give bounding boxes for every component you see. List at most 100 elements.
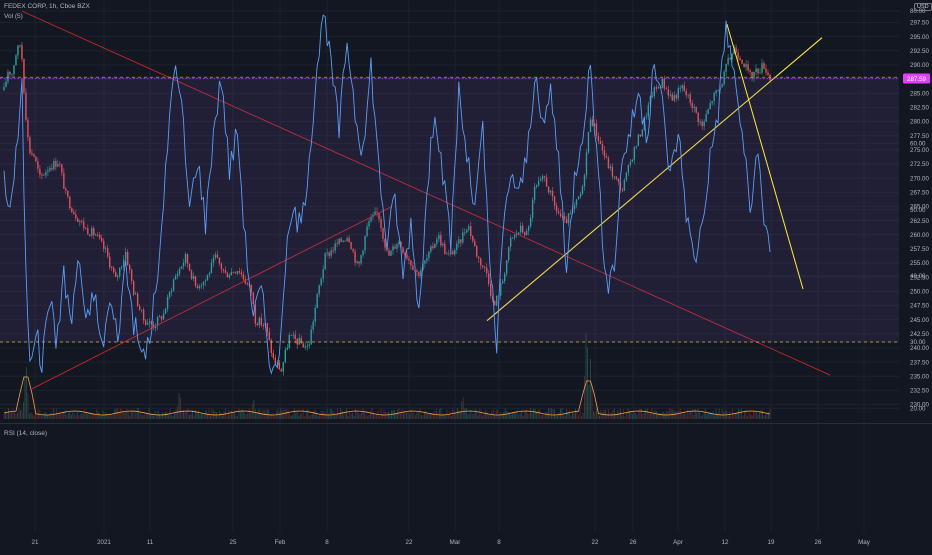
candle-body: [478, 256, 480, 259]
candle-body: [436, 239, 438, 244]
volume-bar: [389, 413, 391, 419]
volume-bar: [507, 412, 509, 419]
volume-bar: [195, 410, 196, 419]
candle-body: [162, 313, 165, 320]
candle-body: [761, 63, 763, 73]
candle-body: [318, 285, 320, 294]
volume-bar: [298, 415, 300, 419]
candle-body: [573, 205, 576, 210]
volume-bar: [217, 415, 219, 419]
volume-bar: [461, 401, 463, 419]
volume-bar: [72, 411, 74, 419]
candle-body: [635, 146, 638, 148]
volume-bar: [479, 408, 481, 419]
volume-bar: [81, 413, 83, 419]
candle-body: [655, 87, 657, 89]
volume-bar: [329, 409, 331, 419]
candle-body: [186, 253, 189, 264]
time-tick-label: 11: [147, 539, 154, 546]
volume-bar: [566, 409, 568, 419]
candle-body: [43, 174, 45, 176]
candle-body: [324, 253, 326, 270]
time-tick-label: 12: [722, 539, 729, 546]
time-tick-label: 21: [32, 539, 39, 546]
volume-bar: [103, 414, 105, 419]
candle-body: [693, 106, 695, 108]
volume-bar: [112, 414, 114, 419]
volume-bar: [126, 409, 128, 419]
candle-body: [178, 268, 181, 274]
volume-bar: [385, 411, 387, 419]
volume-bar: [721, 408, 723, 419]
candle-body: [651, 96, 654, 97]
candle-body: [639, 134, 642, 137]
volume-bar: [709, 412, 711, 419]
candle-body: [681, 85, 683, 89]
time-tick-label: Feb: [275, 539, 286, 546]
candle-body: [621, 189, 624, 191]
candle-body: [360, 255, 362, 264]
volume-bar: [751, 415, 753, 419]
candle-body: [332, 250, 334, 252]
volume-bar: [690, 411, 692, 419]
volume-bar: [250, 412, 252, 419]
price-tick-label: 280.00: [910, 119, 929, 126]
volume-bar: [260, 414, 262, 419]
candle-body: [533, 186, 536, 200]
candle-body: [39, 168, 41, 175]
candle-body: [486, 267, 488, 274]
volume-bar: [652, 413, 654, 419]
currency-button[interactable]: USD: [914, 3, 932, 11]
candle-body: [388, 250, 390, 256]
volume-bar: [377, 410, 379, 419]
volume-bar: [754, 410, 756, 419]
volume-bar: [364, 411, 366, 419]
candle-body: [67, 190, 69, 197]
volume-bar: [93, 414, 95, 419]
volume-bar: [132, 411, 134, 419]
volume-bar: [756, 411, 758, 419]
candle-body: [541, 176, 544, 180]
candle-body: [669, 94, 671, 96]
candle-body: [561, 216, 564, 218]
candle-body: [376, 211, 378, 213]
volume-bar: [15, 413, 17, 419]
volume-bar: [509, 412, 511, 419]
volume-bar: [193, 415, 195, 419]
volume-bar: [100, 415, 102, 419]
volume-bar: [398, 408, 400, 419]
candle-body: [723, 71, 725, 85]
candle-body: [89, 234, 91, 236]
candle-body: [699, 121, 701, 123]
volume-bar: [675, 411, 677, 419]
volume-bar: [396, 409, 398, 419]
candle-body: [543, 176, 546, 178]
volume-bar: [376, 414, 378, 419]
candle-body: [503, 273, 506, 282]
time-tick-label: 8: [325, 539, 329, 546]
candle-body: [663, 78, 665, 89]
volume-bar: [353, 415, 355, 419]
candle-body: [382, 228, 384, 239]
volume-bar: [254, 409, 256, 419]
volume-bar: [419, 408, 421, 419]
candle-body: [735, 47, 737, 53]
volume-bar: [687, 409, 689, 419]
volume-bar: [82, 413, 84, 419]
volume-bar: [417, 411, 419, 419]
candle-body: [488, 273, 490, 284]
rsi-line: [3, 14, 771, 375]
volume-bar: [572, 412, 574, 419]
volume-bar: [482, 415, 484, 419]
volume-bar: [440, 408, 442, 419]
candle-body: [320, 278, 322, 286]
candle-body: [505, 260, 508, 274]
volume-bar: [393, 410, 395, 419]
volume-bar: [681, 413, 683, 419]
candle-body: [729, 58, 731, 60]
volume-bar: [489, 414, 491, 419]
volume-bar: [248, 408, 250, 419]
candle-body: [374, 211, 376, 215]
